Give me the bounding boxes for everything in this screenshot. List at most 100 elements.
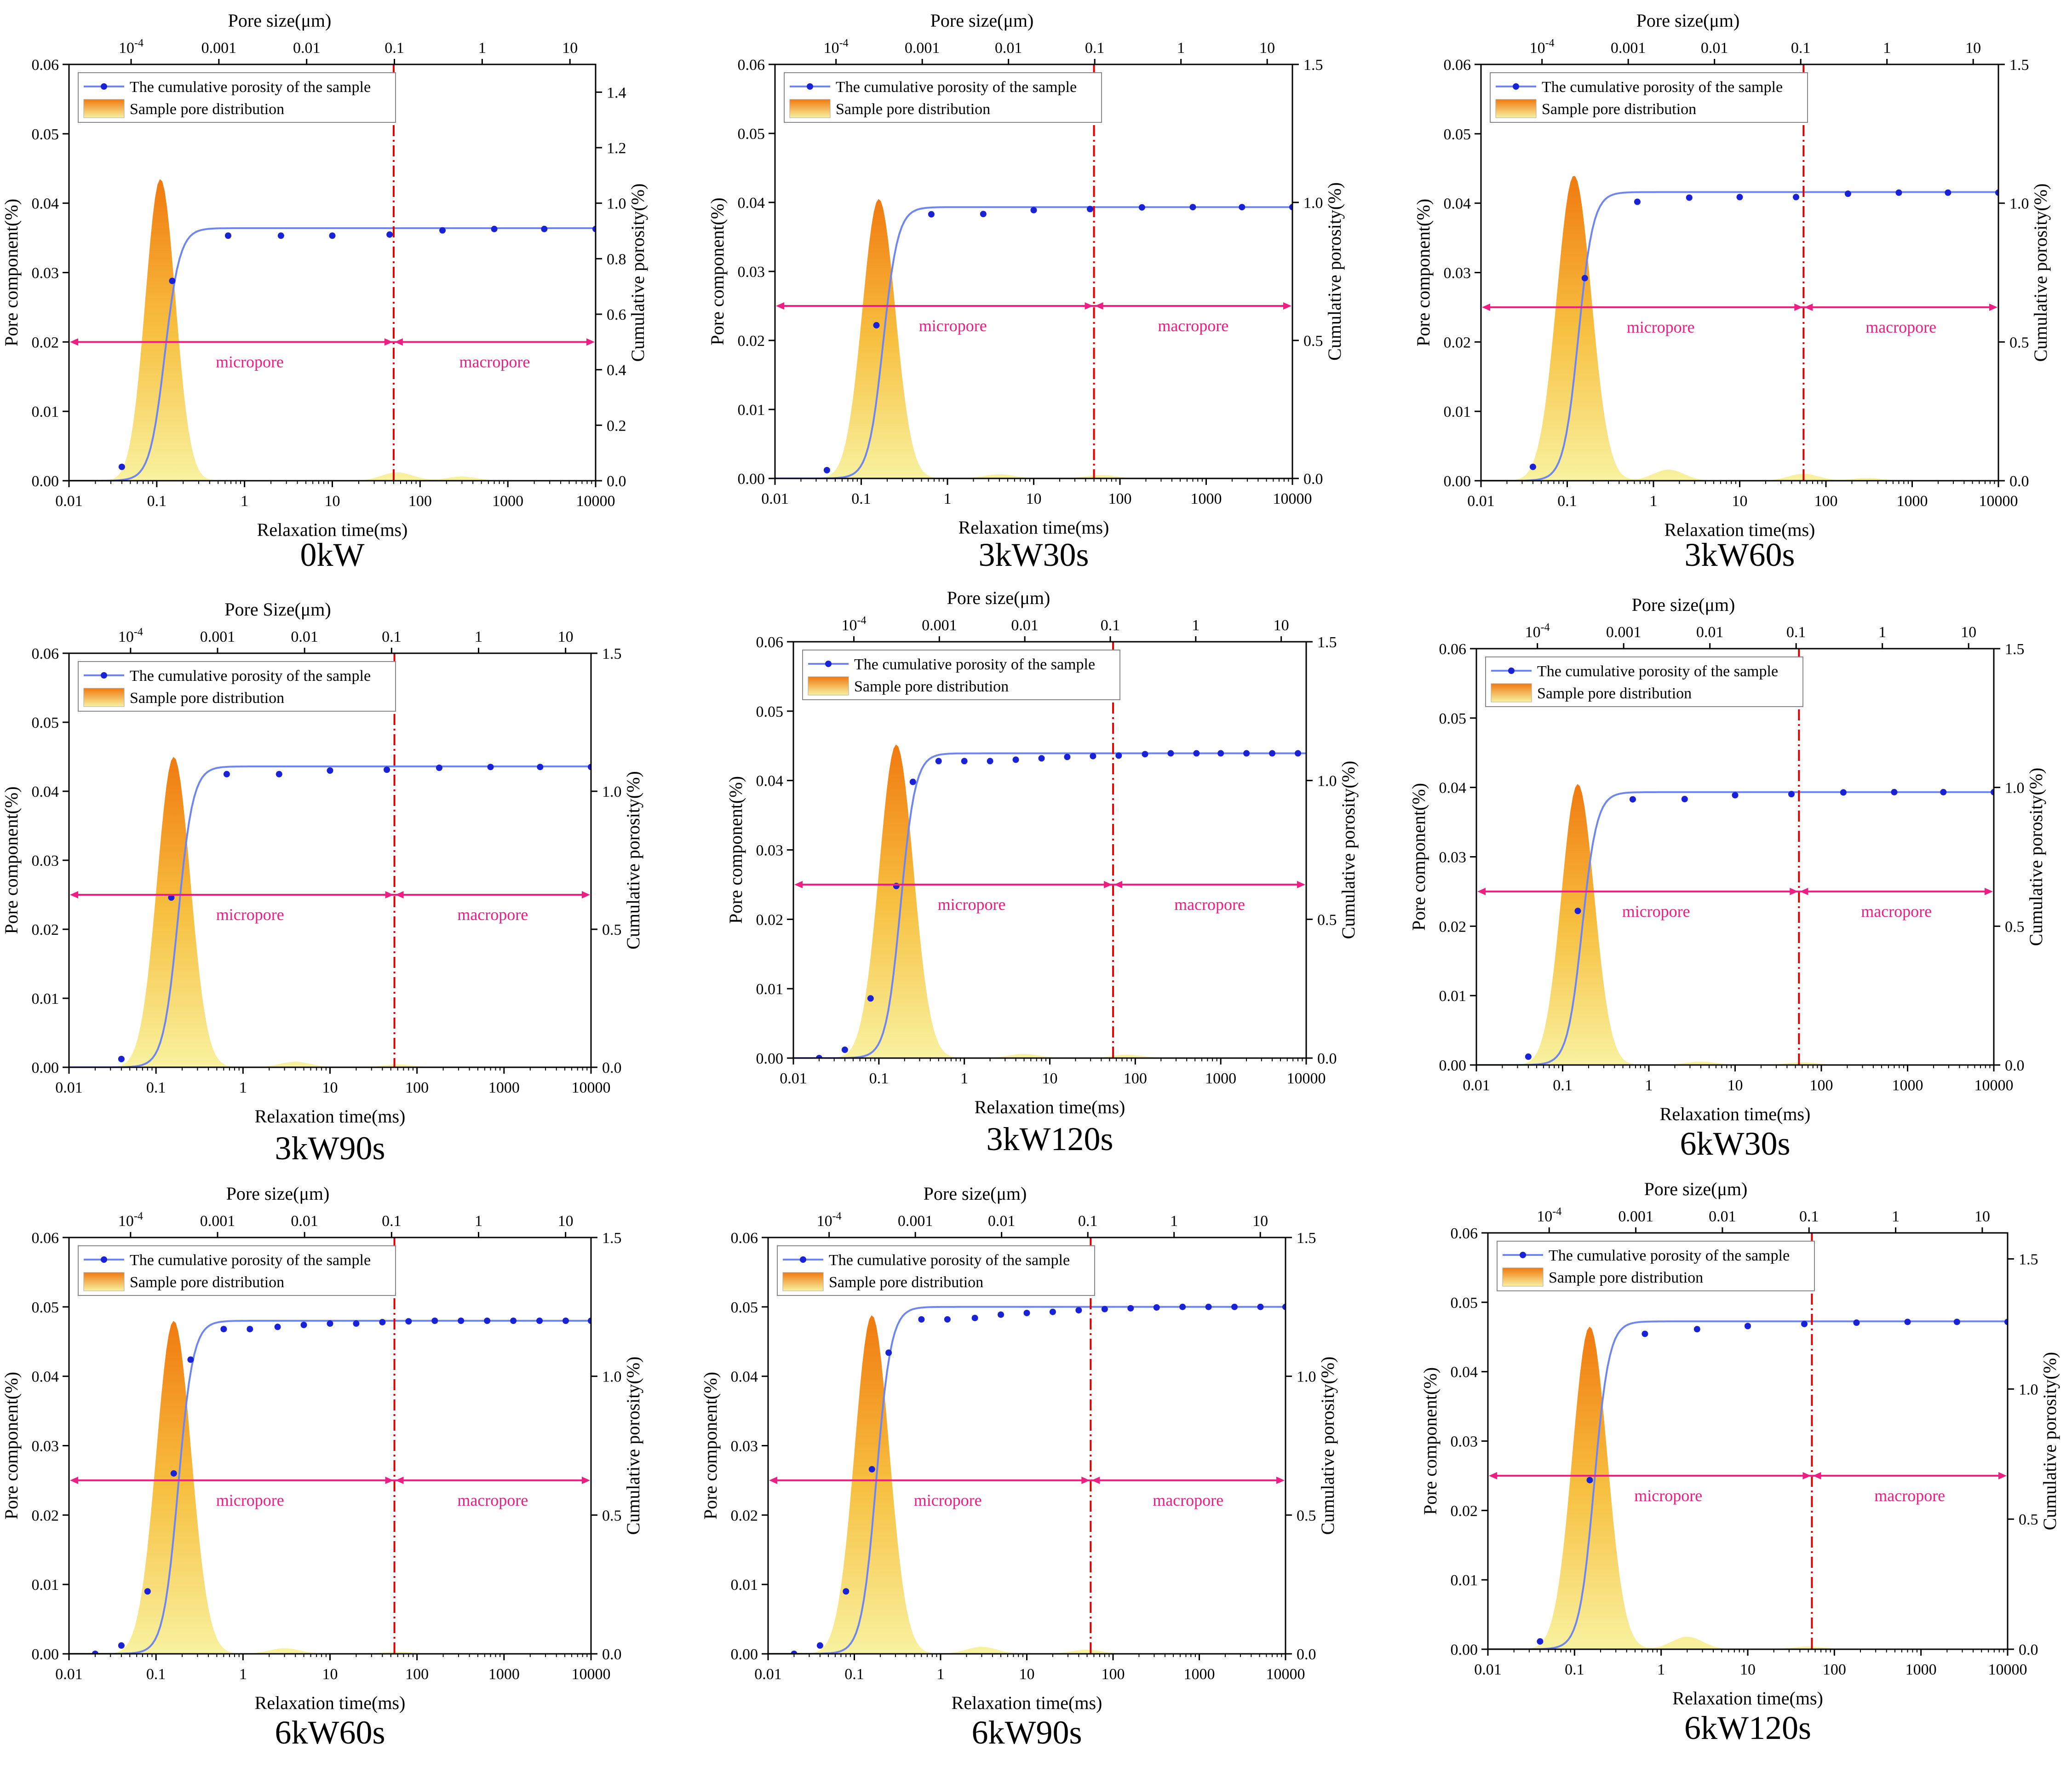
x-tick-label: 0.01	[1463, 1077, 1490, 1094]
cumulative-point-17	[1205, 1303, 1212, 1310]
cumulative-point-18	[1243, 750, 1250, 757]
region-arrows	[1482, 303, 1997, 311]
x-tick-label: 100	[1108, 490, 1132, 507]
y-right-tick-label: 1.5	[1317, 634, 1337, 651]
y-right-tick-label: 0.5	[1303, 333, 1323, 350]
legend: The cumulative porosity of the sample Sam…	[777, 1245, 1095, 1296]
cumulative-point-7	[436, 765, 442, 771]
legend-box	[784, 72, 1102, 123]
cumulative-point-5	[885, 1349, 892, 1356]
x-tick-label: 1000	[1205, 1070, 1236, 1087]
top-tick-label: 1	[1878, 624, 1886, 641]
arrow-left-head	[70, 1476, 78, 1484]
cumulative-porosity-axis-title: Cumulative porosity(%)	[1317, 1357, 1338, 1535]
top-tick-label: 0.001	[1606, 624, 1642, 641]
y-left-tick-label: 0.02	[32, 1507, 59, 1524]
legend-point-swatch	[1513, 83, 1519, 90]
y-left-tick-label: 0.01	[32, 1577, 59, 1594]
legend: The cumulative porosity of the sample Sam…	[802, 650, 1120, 700]
y-right-tick-label: 0.0	[602, 1646, 622, 1663]
top-tick-label: 10	[562, 40, 578, 57]
x-tick-label: 10	[1740, 1661, 1756, 1678]
x-tick-label: 1	[1650, 493, 1658, 510]
cumulative-point-12	[1075, 1307, 1082, 1314]
x-tick-label: 100	[408, 493, 432, 510]
x-tick-label: 0.1	[844, 1666, 864, 1683]
legend-point-swatch	[101, 1256, 107, 1263]
y-left-tick-label: 0.06	[731, 1230, 758, 1247]
macropore-label: macropore	[1153, 1491, 1223, 1509]
arrow-mid-left-head	[1104, 881, 1113, 888]
micropore-label: micropore	[216, 905, 284, 924]
cumulative-point-10	[592, 225, 596, 232]
cumulative-point-5	[1736, 194, 1743, 201]
top-tick-label: 10-4	[1530, 37, 1555, 57]
cumulative-porosity-axis-title: Cumulative porosity(%)	[623, 1357, 643, 1535]
cumulative-point-1	[118, 463, 125, 470]
x-tick-label: 1000	[488, 1666, 520, 1683]
legend-box	[1497, 1241, 1815, 1291]
micropore-label: micropore	[1627, 318, 1695, 336]
cumulative-point-10	[327, 1320, 333, 1327]
cumulative-porosity-line	[69, 766, 591, 1067]
cumulative-point-16	[484, 1318, 491, 1324]
arrow-right-head	[582, 891, 590, 898]
y-left-tick-label: 0.05	[32, 1299, 59, 1316]
micropore-label: micropore	[216, 1491, 284, 1509]
cumulative-point-1	[791, 1651, 798, 1654]
cumulative-point-4	[276, 771, 282, 777]
panel-label: 6kW60s	[275, 1714, 385, 1751]
top-tick-label: 0.001	[922, 617, 957, 634]
top-tick-label: 10	[558, 628, 574, 645]
top-tick-label: 0.1	[1799, 1208, 1819, 1225]
x-tick-label: 0.1	[851, 490, 871, 507]
x-tick-label: 10000	[572, 1079, 611, 1096]
x-tick-label: 0.01	[1467, 493, 1495, 510]
legend-cumulative-label: The cumulative porosity of the sample	[836, 79, 1077, 96]
panel-label: 6kW30s	[1680, 1125, 1791, 1162]
macropore-label: macropore	[1861, 902, 1932, 921]
relaxation-time-axis-title: Relaxation time(ms)	[255, 1692, 406, 1713]
panel-label: 3kW60s	[1685, 536, 1795, 573]
legend-cumulative-label: The cumulative porosity of the sample	[829, 1252, 1070, 1269]
y-right-tick-label: 1.0	[602, 1369, 622, 1386]
legend: The cumulative porosity of the sample Sam…	[78, 661, 396, 712]
y-left-tick-label: 0.02	[731, 1507, 758, 1524]
cumulative-point-17	[510, 1318, 517, 1324]
cumulative-point-8	[1189, 204, 1196, 211]
macropore-label: macropore	[459, 352, 530, 371]
y-left-tick-label: 0.03	[756, 842, 784, 859]
cumulative-point-10	[1991, 789, 1994, 795]
y-right-tick-label: 0.2	[607, 417, 626, 434]
cumulative-point-9	[1940, 789, 1947, 795]
legend-box	[1485, 656, 1803, 707]
y-left-tick-label: 0.03	[738, 264, 765, 281]
cumulative-point-9	[300, 1322, 307, 1329]
y-right-tick-label: 0.0	[1317, 1050, 1337, 1067]
x-tick-label: 10	[1026, 490, 1042, 507]
cumulative-point-8	[987, 758, 993, 765]
arrow-left-head	[70, 891, 78, 898]
top-tick-label: 10-4	[118, 626, 143, 645]
y-left-tick-label: 0.02	[756, 911, 784, 928]
y-left-tick-label: 0.02	[1451, 1502, 1478, 1520]
arrow-mid-left-head	[385, 1476, 394, 1484]
arrow-left-head	[70, 338, 78, 346]
top-tick-label: 0.01	[1011, 617, 1039, 634]
arrow-right-head	[582, 1476, 590, 1484]
x-tick-label: 1	[239, 1079, 247, 1096]
relaxation-time-axis-title: Relaxation time(ms)	[1660, 1104, 1811, 1124]
cumulative-point-19	[1257, 1303, 1264, 1310]
cumulative-point-3	[1629, 796, 1636, 803]
cumulative-point-7	[1840, 789, 1847, 796]
micropore-label: micropore	[216, 352, 284, 371]
legend-area-swatch	[808, 676, 849, 696]
pore-size-axis-title: Pore size(μm)	[947, 587, 1050, 608]
top-tick-label: 10	[1252, 1213, 1268, 1230]
cumulative-point-4	[170, 1470, 177, 1477]
cumulative-point-8	[274, 1324, 281, 1330]
legend-box	[78, 72, 396, 123]
pore-distribution-area	[775, 199, 1292, 478]
